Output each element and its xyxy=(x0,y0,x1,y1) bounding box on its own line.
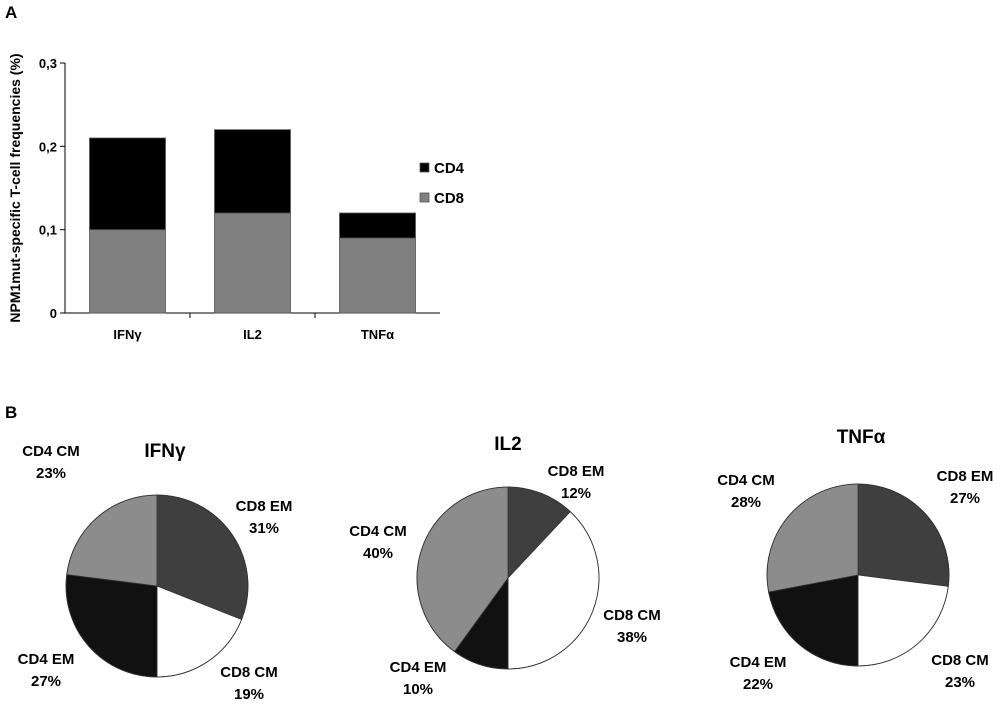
pie-label-pct-cd4-em: 10% xyxy=(403,681,433,698)
bar-cd4-tnfalpha xyxy=(339,212,416,239)
panel-label-a: A xyxy=(5,3,17,22)
pie-label-pct-cd8-cm: 38% xyxy=(617,629,647,646)
pie-label-pct-cd4-em: 22% xyxy=(743,676,773,693)
pie-label-pct-cd4-cm: 40% xyxy=(363,545,393,562)
y-tick-label: 0,2 xyxy=(39,139,57,154)
pie-label-name-cd4-em: CD4 EM xyxy=(390,659,447,676)
pie-label-pct-cd4-em: 27% xyxy=(31,673,61,690)
pie-label-name-cd4-cm: CD4 CM xyxy=(22,443,80,460)
pie-outline xyxy=(416,486,600,670)
pie-label-name-cd8-em: CD8 EM xyxy=(548,463,605,480)
bar-cd8-tnfalpha xyxy=(339,237,416,314)
legend-label-cd4: CD4 xyxy=(434,160,465,177)
pie-title-ifngamma: IFNγ xyxy=(144,441,186,462)
pie-charts: IFNγ CD8 EM 31% CD8 CM 19% CD4 EM 27% CD4 CM 23%… xyxy=(18,427,994,703)
y-tick-label: 0,3 xyxy=(39,56,57,71)
pie-label-pct-cd8-em: 31% xyxy=(249,520,279,537)
pie-label-pct-cd4-cm: 23% xyxy=(36,465,66,482)
bar-cd8-ifngamma xyxy=(89,229,166,314)
pie-chart-ifngamma: IFNγ CD8 EM 31% CD8 CM 19% CD4 EM 27% CD4 CM 23% xyxy=(18,441,293,703)
y-axis-title: NPM1mut-specific T-cell frequencies (%) xyxy=(7,53,23,322)
pie-chart-il2: IL2 CD8 EM 12% CD8 CM 38% CD4 EM 10% CD4 CM 40% xyxy=(349,434,661,698)
pie-slice-tnfalpha-cd8-em xyxy=(857,483,950,587)
legend-swatch-cd4 xyxy=(419,162,430,173)
pie-chart-tnfalpha: TNFα CD8 EM 27% CD8 CM 23% CD4 EM 22% CD4 CM 28% xyxy=(717,427,993,693)
pie-slice-ifngamma-cd4-em xyxy=(65,574,158,678)
legend-swatch-cd8 xyxy=(419,192,430,203)
pie-label-name-cd4-cm: CD4 CM xyxy=(349,523,407,540)
x-tick-label: TNFα xyxy=(361,327,394,342)
pie-outline xyxy=(766,483,950,667)
pie-label-name-cd8-em: CD8 EM xyxy=(236,498,293,515)
pie-label-name-cd4-em: CD4 EM xyxy=(730,654,787,671)
pie-label-pct-cd8-em: 12% xyxy=(561,485,591,502)
pie-label-name-cd8-cm: CD8 CM xyxy=(931,652,989,669)
pie-label-name-cd8-cm: CD8 CM xyxy=(603,607,661,624)
pie-slice-ifngamma-cd4-cm xyxy=(66,494,158,587)
pie-label-name-cd8-em: CD8 EM xyxy=(937,468,994,485)
pie-label-pct-cd8-cm: 19% xyxy=(234,686,264,703)
pie-title-tnfalpha: TNFα xyxy=(837,427,886,448)
bar-cd4-ifngamma xyxy=(89,137,166,231)
pie-label-pct-cd8-cm: 23% xyxy=(945,674,975,691)
pie-label-name-cd4-em: CD4 EM xyxy=(18,651,75,668)
pie-label-name-cd4-cm: CD4 CM xyxy=(717,472,775,489)
pie-outline xyxy=(65,494,249,678)
pie-slice-tnfalpha-cd4-cm xyxy=(766,483,859,593)
pie-label-pct-cd4-cm: 28% xyxy=(731,494,761,511)
y-tick-label: 0,1 xyxy=(39,223,57,238)
stacked-bar-chart: 0 0,1 0,2 0,3 IFNγ IL2 TNFα NPM1mut-specific T-… xyxy=(7,53,465,342)
bar-cd8-il2 xyxy=(214,212,291,314)
legend-label-cd8: CD8 xyxy=(434,190,464,207)
y-tick-label: 0 xyxy=(50,306,57,321)
bar-cd4-il2 xyxy=(214,129,291,214)
panel-label-b: B xyxy=(5,403,17,422)
pie-label-pct-cd8-em: 27% xyxy=(950,490,980,507)
pie-title-il2: IL2 xyxy=(494,434,521,455)
x-tick-label: IL2 xyxy=(243,327,262,342)
pie-label-name-cd8-cm: CD8 CM xyxy=(220,664,278,681)
x-tick-label: IFNγ xyxy=(113,327,142,342)
